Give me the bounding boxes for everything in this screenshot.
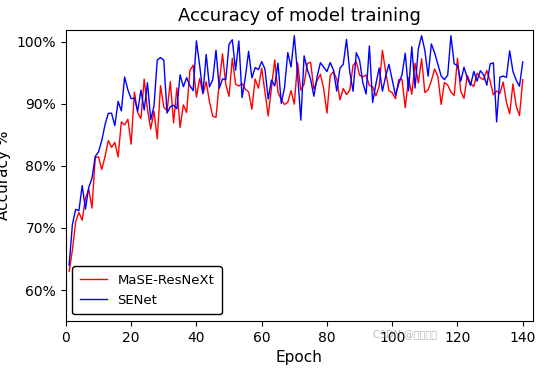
- SENet: [294, 72, 301, 76]
- X-axis label: Epoch: Epoch: [276, 350, 323, 365]
- MaSE-ResNeXt: [379, 48, 386, 52]
- SENet: [111, 124, 118, 128]
- SENet: [82, 207, 89, 211]
- Line: SENet: SENet: [69, 36, 523, 265]
- MaSE-ResNeXt: [519, 77, 526, 82]
- MaSE-ResNeXt: [516, 113, 523, 118]
- SENet: [92, 154, 98, 159]
- SENet: [291, 34, 298, 38]
- MaSE-ResNeXt: [82, 196, 89, 200]
- SENet: [66, 263, 72, 268]
- SENet: [519, 60, 526, 64]
- MaSE-ResNeXt: [92, 155, 98, 160]
- Legend: MaSE-ResNeXt, SENet: MaSE-ResNeXt, SENet: [72, 266, 222, 314]
- Y-axis label: Accuracy %: Accuracy %: [0, 131, 11, 220]
- Title: Accuracy of model training: Accuracy of model training: [178, 7, 421, 25]
- MaSE-ResNeXt: [291, 102, 298, 106]
- MaSE-ResNeXt: [148, 127, 154, 131]
- SENet: [148, 117, 154, 122]
- SENet: [516, 84, 523, 89]
- Line: MaSE-ResNeXt: MaSE-ResNeXt: [69, 50, 523, 272]
- MaSE-ResNeXt: [111, 140, 118, 145]
- Text: CSDN @在下菜鸡: CSDN @在下菜鸡: [373, 330, 438, 339]
- MaSE-ResNeXt: [66, 269, 72, 274]
